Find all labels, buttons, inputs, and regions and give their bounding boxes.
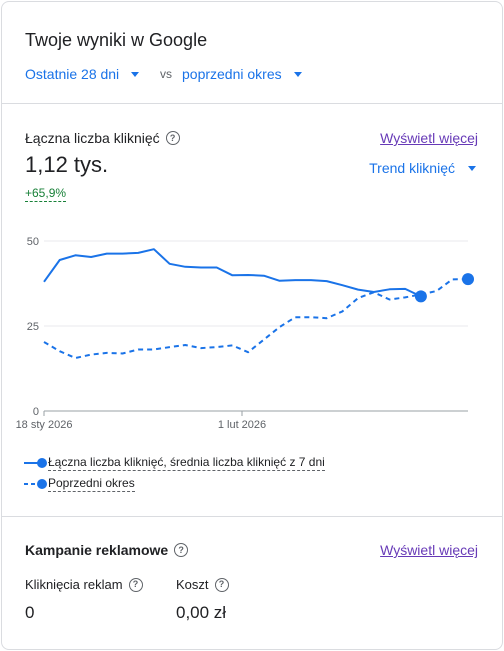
y-axis-ticks: 0 25 50 bbox=[27, 236, 39, 418]
ad-clicks-label-text: Kliknięcia reklam bbox=[25, 577, 123, 592]
caret-down-icon bbox=[468, 165, 476, 171]
compare-period-label: poprzedni okres bbox=[182, 66, 282, 82]
cost-label-text: Koszt bbox=[176, 577, 209, 592]
cost-value: 0,00 zł bbox=[176, 603, 227, 622]
y-tick-label: 0 bbox=[33, 406, 39, 418]
vs-label: vs bbox=[160, 67, 172, 81]
legend-item-previous[interactable]: Poprzedni okres bbox=[24, 476, 135, 492]
legend-item-current[interactable]: Łączna liczba kliknięć, średnia liczba k… bbox=[24, 455, 325, 471]
trend-dropdown[interactable]: Trend kliknięć bbox=[369, 160, 476, 176]
date-range-label: Ostatnie 28 dni bbox=[25, 66, 120, 82]
help-circle-icon[interactable]: ? bbox=[165, 131, 180, 145]
campaigns-title: Kampanie reklamowe ? bbox=[25, 542, 189, 558]
card-title: Twoje wyniki w Google bbox=[25, 30, 208, 50]
y-tick-label: 25 bbox=[27, 321, 39, 333]
legend-label-previous: Poprzedni okres bbox=[48, 476, 135, 492]
clicks-line-chart: 0 25 50 18 sty 2026 1 lut 2026 bbox=[16, 236, 474, 431]
help-circle-icon[interactable]: ? bbox=[214, 577, 229, 592]
metric-change: +65,9% bbox=[25, 186, 67, 202]
view-more-link-campaigns[interactable]: Wyświetl więcej bbox=[380, 542, 478, 558]
section-divider bbox=[2, 516, 502, 517]
x-axis-ticks: 18 sty 2026 1 lut 2026 bbox=[16, 411, 266, 431]
x-tick-label: 1 lut 2026 bbox=[218, 419, 266, 431]
cost-label: Koszt ? bbox=[176, 577, 229, 592]
metric-label-text: Łączna liczba kliknięć bbox=[25, 130, 160, 146]
campaigns-title-text: Kampanie reklamowe bbox=[25, 542, 169, 558]
series-end-point-current[interactable] bbox=[414, 290, 427, 303]
series-line-previous bbox=[43, 278, 469, 359]
legend-solid-line-icon bbox=[24, 458, 47, 468]
caret-down-icon bbox=[293, 71, 302, 77]
metric-label: Łączna liczba kliknięć ? bbox=[25, 130, 180, 146]
legend-dashed-line-icon bbox=[24, 479, 47, 489]
series-end-point-previous[interactable] bbox=[462, 273, 474, 286]
legend-label-current: Łączna liczba kliknięć, średnia liczba k… bbox=[48, 455, 325, 471]
ad-clicks-label: Kliknięcia reklam ? bbox=[25, 577, 143, 592]
series-line-current bbox=[43, 248, 422, 298]
x-tick-label: 18 sty 2026 bbox=[16, 419, 73, 431]
date-range-dropdown[interactable]: Ostatnie 28 dni bbox=[25, 66, 140, 82]
ad-clicks-value: 0 bbox=[25, 603, 35, 622]
card-header: Twoje wyniki w Google Ostatnie 28 dni vs… bbox=[2, 2, 502, 104]
view-more-link-metric[interactable]: Wyświetl więcej bbox=[380, 130, 478, 146]
caret-down-icon bbox=[131, 71, 140, 77]
compare-period-dropdown[interactable]: poprzedni okres bbox=[182, 66, 302, 82]
chart-grid bbox=[44, 240, 468, 412]
help-circle-icon[interactable]: ? bbox=[174, 543, 189, 557]
help-circle-icon[interactable]: ? bbox=[128, 577, 143, 592]
metric-value: 1,12 tys. bbox=[25, 152, 109, 177]
y-tick-label: 50 bbox=[27, 236, 39, 248]
trend-dropdown-label: Trend kliknięć bbox=[369, 160, 455, 176]
chart-series bbox=[43, 248, 474, 359]
